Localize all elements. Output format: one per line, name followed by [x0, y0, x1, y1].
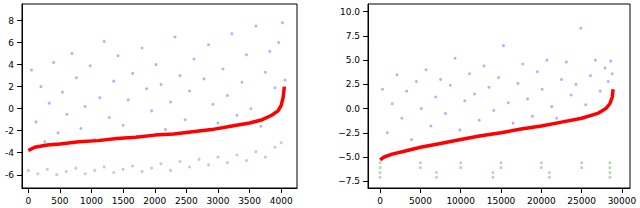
svg-text:2000: 2000	[143, 196, 166, 206]
svg-text:-4: -4	[5, 148, 14, 158]
svg-text:10000: 10000	[446, 196, 475, 206]
svg-text:−2.5: −2.5	[338, 128, 360, 138]
svg-text:2.5: 2.5	[346, 79, 360, 89]
svg-text:0.0: 0.0	[346, 104, 361, 114]
svg-text:6: 6	[8, 38, 14, 48]
svg-text:3000: 3000	[207, 196, 230, 206]
svg-text:7.5: 7.5	[346, 31, 360, 41]
svg-text:20000: 20000	[527, 196, 556, 206]
svg-text:2500: 2500	[175, 196, 198, 206]
svg-text:5000: 5000	[409, 196, 432, 206]
svg-text:8: 8	[8, 16, 14, 26]
svg-text:2: 2	[8, 82, 14, 92]
svg-text:−7.5: −7.5	[338, 176, 360, 186]
svg-text:0: 0	[377, 196, 383, 206]
svg-text:5.0: 5.0	[346, 55, 361, 65]
svg-text:3500: 3500	[238, 196, 261, 206]
svg-text:−5.0: −5.0	[338, 152, 360, 162]
svg-text:4: 4	[8, 60, 14, 70]
svg-text:25000: 25000	[567, 196, 596, 206]
svg-text:1000: 1000	[80, 196, 103, 206]
svg-text:500: 500	[51, 196, 68, 206]
svg-text:-2: -2	[5, 126, 14, 136]
svg-text:1500: 1500	[112, 196, 135, 206]
svg-text:10.0: 10.0	[340, 7, 360, 17]
svg-text:4000: 4000	[270, 196, 293, 206]
svg-text:30000: 30000	[608, 196, 637, 206]
svg-text:0: 0	[25, 196, 31, 206]
svg-text:0: 0	[8, 104, 14, 114]
svg-text:-6: -6	[5, 170, 14, 180]
svg-text:15000: 15000	[487, 196, 516, 206]
